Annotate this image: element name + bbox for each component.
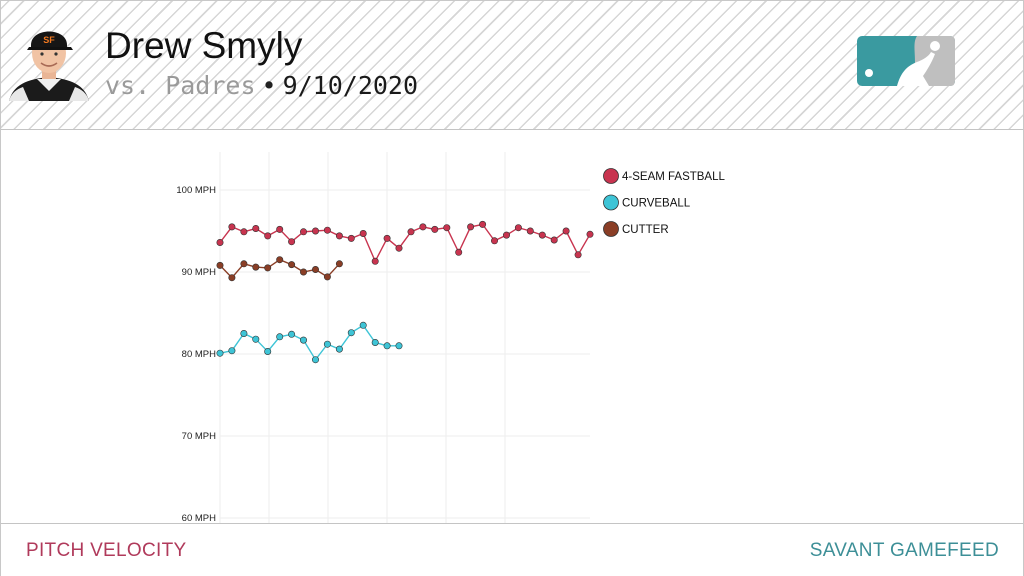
footer-brand: SAVANT GAMEFEED xyxy=(809,540,999,561)
series-4-seam-fastball xyxy=(216,220,594,265)
data-point[interactable] xyxy=(335,232,343,240)
series-group xyxy=(216,220,594,364)
player-name: Drew Smyly xyxy=(105,25,303,66)
data-point[interactable] xyxy=(502,231,510,239)
data-point[interactable] xyxy=(538,231,546,239)
data-point[interactable] xyxy=(228,223,236,231)
data-point[interactable] xyxy=(240,228,248,236)
data-point[interactable] xyxy=(299,336,307,344)
data-point[interactable] xyxy=(371,339,379,347)
header: SF Drew Smyly vs. Padres • 9/10/2020 xyxy=(1,1,1023,130)
data-point[interactable] xyxy=(562,227,570,235)
data-point[interactable] xyxy=(311,356,319,364)
legend-label: CUTTER xyxy=(622,224,669,236)
data-point[interactable] xyxy=(347,234,355,242)
data-point[interactable] xyxy=(443,224,451,232)
data-point[interactable] xyxy=(335,260,343,268)
y-tick-label: 100 MPH xyxy=(176,185,216,196)
data-point[interactable] xyxy=(311,266,319,274)
data-point[interactable] xyxy=(383,234,391,242)
data-point[interactable] xyxy=(479,220,487,228)
data-point[interactable] xyxy=(288,238,296,246)
data-point[interactable] xyxy=(514,224,522,232)
y-tick-label: 80 MPH xyxy=(182,349,216,360)
data-point[interactable] xyxy=(228,274,236,282)
game-date: 9/10/2020 xyxy=(282,71,419,100)
data-point[interactable] xyxy=(216,349,224,357)
data-point[interactable] xyxy=(586,230,594,238)
series-line xyxy=(219,223,591,263)
footer-title: PITCH VELOCITY xyxy=(26,540,187,561)
data-point[interactable] xyxy=(252,263,260,271)
data-point[interactable] xyxy=(407,228,415,236)
legend-item[interactable]: CUTTER xyxy=(603,221,669,237)
data-point[interactable] xyxy=(335,345,343,353)
data-point[interactable] xyxy=(276,256,284,264)
chart-grid xyxy=(219,152,590,524)
legend-label: 4-SEAM FASTBALL xyxy=(622,171,726,183)
legend-swatch xyxy=(603,194,619,211)
separator: • xyxy=(261,71,277,100)
series-line xyxy=(219,324,399,361)
data-point[interactable] xyxy=(383,342,391,350)
data-point[interactable] xyxy=(395,244,403,252)
data-point[interactable] xyxy=(371,257,379,265)
legend-swatch xyxy=(603,221,619,237)
opponent-label: vs. Padres xyxy=(105,71,256,100)
data-point[interactable] xyxy=(467,223,475,231)
data-point[interactable] xyxy=(526,227,534,235)
data-point[interactable] xyxy=(311,227,319,235)
data-point[interactable] xyxy=(431,225,439,233)
legend-label: CURVEBALL xyxy=(622,198,691,210)
svg-text:SF: SF xyxy=(43,35,55,45)
data-point[interactable] xyxy=(288,261,296,269)
data-point[interactable] xyxy=(550,236,558,244)
data-point[interactable] xyxy=(288,330,296,338)
data-point[interactable] xyxy=(359,321,367,329)
y-tick-label: 70 MPH xyxy=(182,431,216,442)
game-subtitle: vs. Padres • 9/10/2020 xyxy=(105,71,418,100)
velocity-chart: 100 MPH 90 MPH 80 MPH 70 MPH 60 MPH 4-SEAM F… xyxy=(176,152,726,524)
data-point[interactable] xyxy=(276,225,284,233)
data-point[interactable] xyxy=(299,268,307,276)
data-point[interactable] xyxy=(216,239,224,247)
data-point[interactable] xyxy=(299,228,307,236)
footer: PITCH VELOCITY SAVANT GAMEFEED xyxy=(1,523,1023,576)
data-point[interactable] xyxy=(252,225,260,233)
data-point[interactable] xyxy=(240,330,248,338)
legend-item[interactable]: 4-SEAM FASTBALL xyxy=(603,168,726,184)
data-point[interactable] xyxy=(264,348,272,356)
legend-item[interactable]: CURVEBALL xyxy=(603,194,691,211)
data-point[interactable] xyxy=(252,335,260,343)
legend-swatch xyxy=(603,168,619,184)
data-point[interactable] xyxy=(264,264,272,272)
data-point[interactable] xyxy=(455,248,463,256)
mlb-logo-icon xyxy=(857,36,955,86)
series-cutter xyxy=(216,256,343,282)
data-point[interactable] xyxy=(323,226,331,234)
data-point[interactable] xyxy=(216,261,224,269)
data-point[interactable] xyxy=(323,340,331,348)
data-point[interactable] xyxy=(347,329,355,337)
data-point[interactable] xyxy=(276,333,284,341)
series-curveball xyxy=(216,321,403,364)
data-point[interactable] xyxy=(574,251,582,259)
player-headshot-icon: SF xyxy=(9,31,89,101)
y-tick-label: 60 MPH xyxy=(182,513,216,524)
data-point[interactable] xyxy=(395,342,403,350)
data-point[interactable] xyxy=(264,232,272,240)
y-axis: 100 MPH 90 MPH 80 MPH 70 MPH 60 MPH xyxy=(176,185,216,524)
data-point[interactable] xyxy=(419,223,427,231)
data-point[interactable] xyxy=(323,273,331,281)
legend: 4-SEAM FASTBALL CURVEBALL CUTTER xyxy=(603,168,726,237)
data-point[interactable] xyxy=(490,237,498,245)
data-point[interactable] xyxy=(359,230,367,238)
y-tick-label: 90 MPH xyxy=(182,267,216,278)
data-point[interactable] xyxy=(240,260,248,268)
data-point[interactable] xyxy=(228,347,236,355)
